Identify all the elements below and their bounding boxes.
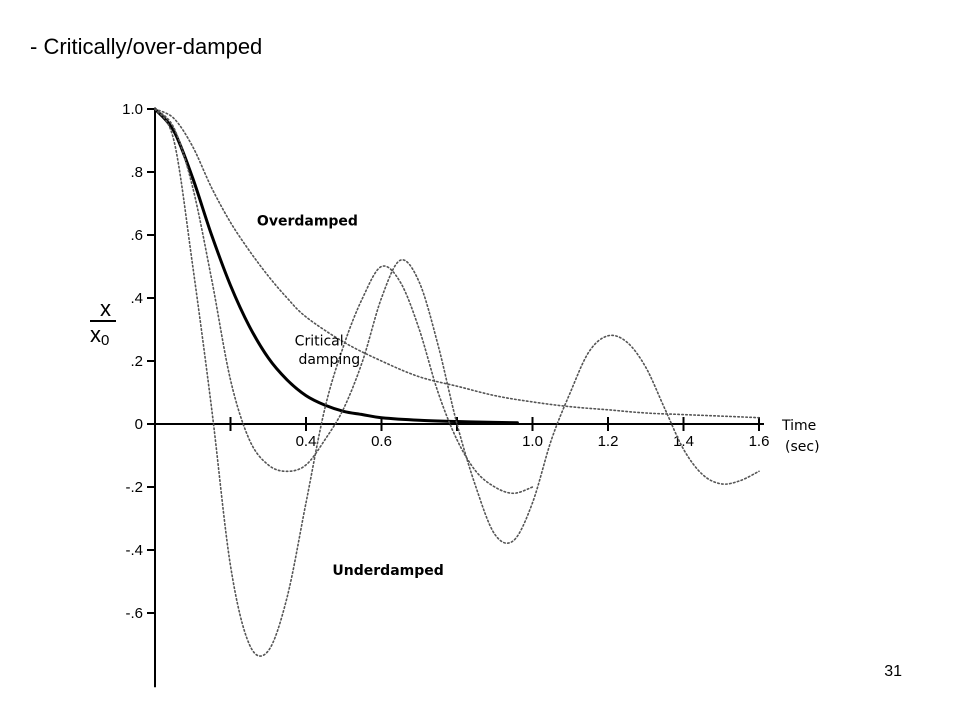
series-line-underdamped-3 — [154, 108, 534, 657]
y-axis-label: x x0 — [90, 296, 116, 349]
series-line-critical-damping-0 — [153, 107, 519, 425]
y-tick-label: -.4 — [125, 542, 143, 559]
y-tick-label: -.2 — [125, 479, 143, 496]
y-tick-label: 1.0 — [122, 101, 143, 118]
x-tick-label: 1.6 — [749, 433, 770, 450]
annotation-layer: Overdamped Critical damping Underdamped — [257, 214, 444, 580]
x-tick-label: 1.0 — [522, 433, 543, 450]
y-tick-label: -.6 — [125, 605, 143, 622]
x-tick-label: 0.4 — [296, 433, 317, 450]
x-axis-label-unit: (sec) — [785, 439, 820, 455]
y-tick-label: .4 — [130, 290, 143, 307]
y-tick-label: 0 — [135, 416, 143, 433]
annotation-overdamped: Overdamped — [257, 214, 358, 230]
x-tick-label: 0.6 — [371, 433, 392, 450]
x-tick-label: 1.4 — [673, 433, 694, 450]
x-axis-label-time: Time — [781, 418, 816, 434]
y-tick-label: .2 — [130, 353, 143, 370]
series-line-underdamped-2 — [154, 108, 760, 545]
annotation-underdamped: Underdamped — [332, 563, 443, 579]
y-tick-label: .8 — [130, 164, 143, 181]
y-axis-label-numerator: x — [100, 296, 111, 321]
annotation-critical: Critical — [295, 333, 344, 349]
slide-title: - Critically/over-damped — [30, 34, 263, 59]
y-axis-label-subscript: 0 — [101, 332, 109, 349]
series-line-overdamped-1 — [154, 108, 760, 419]
x-axis-label: Time (sec) — [781, 418, 820, 455]
slide-number: 31 — [884, 663, 902, 680]
series-layer — [153, 107, 760, 657]
axes: 1.0 .8 .6 .4 .2 0 -.2 -.4 -.6 0.4 0.6 1.0 1.2 1.4 1.6 — [122, 101, 770, 688]
y-tick-label: .6 — [130, 227, 143, 244]
y-axis-label-denominator: x0 — [90, 322, 109, 349]
annotation-damping: damping — [298, 352, 360, 368]
x-tick-label: 1.2 — [598, 433, 619, 450]
